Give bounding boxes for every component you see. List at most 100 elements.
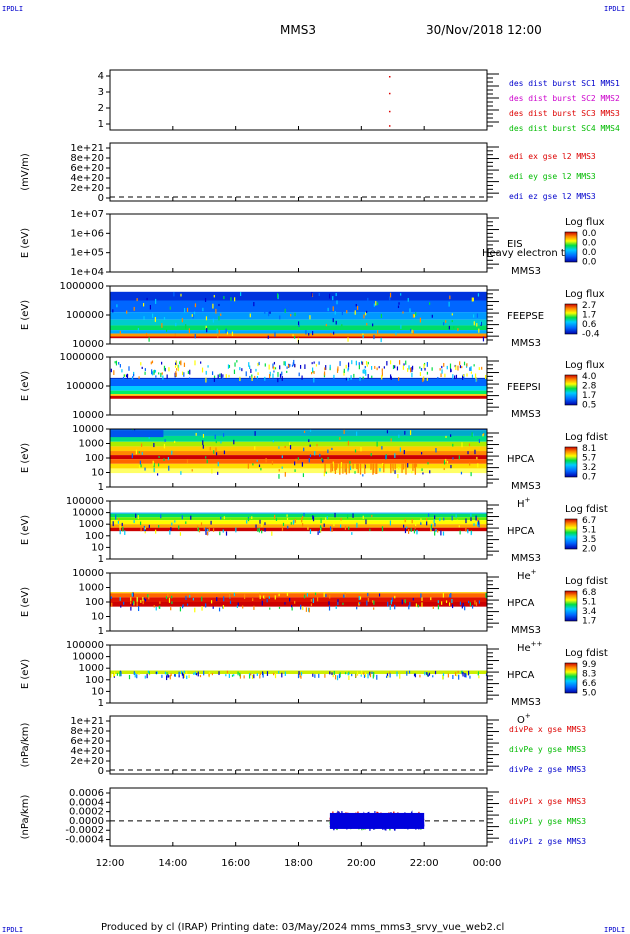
spectrogram-speckle: [110, 592, 487, 613]
y-tick-label: 100: [85, 597, 104, 608]
y-tick-label: 1: [98, 482, 104, 493]
corner-label-bottom-left: IPDLI: [2, 926, 23, 934]
legend-entry: divPe x gse MMS3: [509, 725, 586, 734]
y-tick-label: 10000: [72, 410, 104, 421]
instrument-label: HPCA: [507, 454, 535, 465]
legend-entry: edi ey gse l2 MMS3: [509, 172, 596, 181]
colorbar-tick-label: 4.0: [582, 372, 597, 382]
x-tick-label: 00:00: [473, 858, 502, 869]
spacecraft-label: MMS3: [511, 481, 541, 492]
y-tick-label: 1000000: [59, 352, 104, 363]
y-tick-label: 1: [98, 119, 104, 130]
y-tick-label: 10000: [72, 508, 104, 519]
spacecraft-label: MMS3: [511, 409, 541, 420]
spectrogram-feepse: [110, 291, 487, 343]
y-tick-label: 1: [98, 554, 104, 565]
instrument-label: HPCA: [507, 526, 535, 537]
colorbar-tick-label: 2.7: [582, 301, 596, 311]
footer-text: Produced by cl (IRAP) Printing date: 03/…: [101, 922, 504, 933]
species-label: He++: [517, 640, 543, 654]
y-tick-label: 10: [91, 468, 104, 479]
y-tick-label: 1e+21: [70, 143, 104, 154]
panel-hpca-h: 10000 1000 100 10 1 E (eV) HPCA MMS3 H+ Log fdist…: [20, 424, 608, 510]
panel-frame: [109, 787, 488, 847]
y-tick-label: 10000: [72, 424, 104, 435]
colorbar-tick-label: 5.7: [582, 454, 596, 464]
y-axis-label: (nPa/km): [20, 795, 31, 840]
y-tick-label: 1000: [79, 439, 104, 450]
x-tick-label: 14:00: [158, 858, 187, 869]
colorbar: [564, 590, 578, 622]
colorbar-tick-label: -0.4: [582, 330, 600, 340]
colorbar-tick-label: 0.7: [582, 473, 596, 483]
colorbar-tick-label: 8.1: [582, 444, 596, 454]
colorbar-tick-label: 3.5: [582, 535, 596, 545]
spectrogram-speckle: [110, 670, 488, 681]
legend-entry: des dist burst SC3 MMS3: [509, 109, 620, 118]
y-tick-label: 6e+20: [70, 163, 104, 174]
y-tick-label: 100000: [66, 381, 104, 392]
y-tick-label: 10000: [72, 339, 104, 350]
y-tick-label: 4e+20: [70, 746, 104, 757]
x-tick-label: 16:00: [221, 858, 250, 869]
y-axis-label: E (eV): [20, 515, 31, 545]
legend-entry: divPe y gse MMS3: [509, 745, 586, 754]
legend-entry: des dist burst SC1 MMS1: [509, 79, 620, 88]
colorbar-tick-label: 5.1: [582, 598, 596, 608]
colorbar-tick-label: 1.7: [582, 311, 596, 321]
spacecraft-label: MMS3: [511, 553, 541, 564]
y-tick-label: 0.0006: [69, 788, 104, 799]
legend-entry: divPe z gse MMS3: [509, 765, 586, 774]
legend-entry: edi ex gse l2 MMS3: [509, 152, 596, 161]
y-tick-label: 100: [85, 675, 104, 686]
y-tick-label: 4e+20: [70, 173, 104, 184]
divpi-series: [329, 810, 425, 831]
colorbar: [564, 662, 578, 694]
header-datetime: 30/Nov/2018 12:00: [426, 23, 542, 37]
panel-feepsi: 1000000 100000 10000 E (eV) FEEPSI MMS3 Log fl…: [20, 352, 605, 421]
corner-label-top-left: IPDLI: [2, 5, 23, 13]
colorbar-tick-label: 6.6: [582, 679, 597, 689]
colorbar: [564, 518, 578, 550]
spectrogram-speckle: [112, 512, 480, 536]
y-tick-label: -0.0002: [65, 825, 104, 836]
colorbar-tick-label: 1.7: [582, 617, 596, 627]
panel-frame: [109, 142, 488, 202]
instrument-label: HPCA: [507, 670, 535, 681]
colorbar-title: Log flux: [565, 360, 605, 371]
y-tick-label: 0.0002: [69, 807, 104, 818]
x-tick-label: 22:00: [410, 858, 439, 869]
colorbar-title: Log fdist: [565, 504, 608, 515]
spectrogram-speckle: [110, 429, 485, 479]
colorbar-title: Log flux: [565, 289, 605, 300]
x-tick-label: 12:00: [96, 858, 125, 869]
colorbar-tick-label: 3.2: [582, 463, 596, 473]
y-axis-label: E (eV): [20, 659, 31, 689]
colorbar: [564, 231, 578, 263]
y-tick-label: 10000: [72, 568, 104, 579]
colorbar-tick-label: 0.0: [582, 248, 597, 258]
colorbar-tick-label: 2.8: [582, 382, 597, 392]
y-tick-label: 1000: [79, 519, 104, 530]
y-axis-label: (mV/m): [20, 153, 31, 191]
instrument-label: FEEPSE: [507, 311, 544, 322]
colorbar-tick-label: 5.1: [582, 526, 596, 536]
spacecraft-label: MMS3: [511, 266, 541, 277]
y-tick-label: 0: [98, 766, 104, 777]
y-tick-label: 0.0004: [69, 797, 104, 808]
y-tick-label: 3: [98, 87, 104, 98]
y-tick-label: 10: [91, 612, 104, 623]
spacecraft-label: MMS3: [511, 697, 541, 708]
species-label: H+: [517, 496, 531, 510]
corner-label-bottom-right: IPDLI: [604, 926, 625, 934]
colorbar: [564, 446, 578, 478]
colorbar-tick-label: 3.4: [582, 607, 597, 617]
colorbar-tick-label: 8.3: [582, 670, 596, 680]
colorbar-tick-label: 0.0: [582, 239, 597, 249]
panel-frame: [109, 715, 488, 775]
y-axis-label: E (eV): [20, 443, 31, 473]
colorbar-tick-label: 6.8: [582, 588, 597, 598]
